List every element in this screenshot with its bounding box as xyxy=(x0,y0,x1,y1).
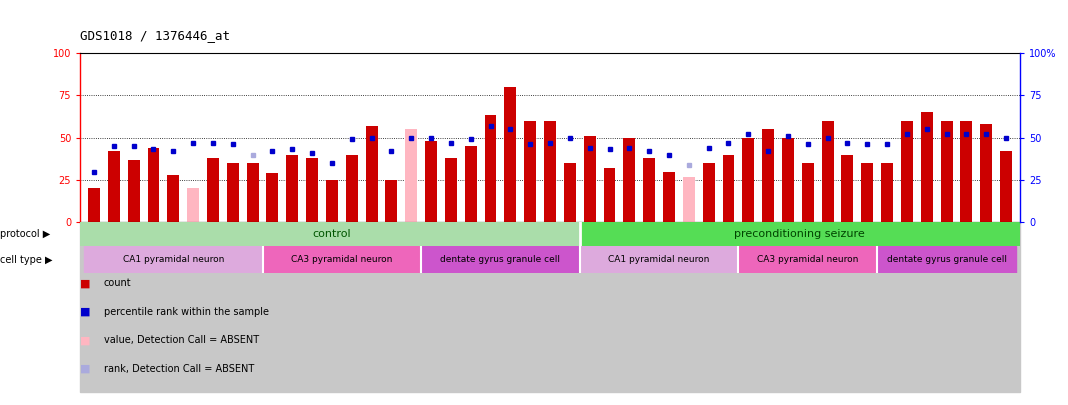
Bar xyxy=(80,222,1020,392)
Text: CA1 pyramidal neuron: CA1 pyramidal neuron xyxy=(123,255,224,264)
Bar xyxy=(286,155,298,222)
Bar xyxy=(504,87,516,222)
Bar xyxy=(267,173,279,222)
Text: percentile rank within the sample: percentile rank within the sample xyxy=(104,307,268,317)
Text: GDS1018 / 1376446_at: GDS1018 / 1376446_at xyxy=(80,30,230,43)
Bar xyxy=(524,121,536,222)
Text: protocol ▶: protocol ▶ xyxy=(0,229,50,239)
Text: dentate gyrus granule cell: dentate gyrus granule cell xyxy=(886,255,1006,264)
Bar xyxy=(207,158,219,222)
Text: ■: ■ xyxy=(80,335,91,345)
Bar xyxy=(881,163,893,222)
Bar xyxy=(88,188,100,222)
Bar xyxy=(445,158,457,222)
Text: value, Detection Call = ABSENT: value, Detection Call = ABSENT xyxy=(104,335,258,345)
Bar xyxy=(425,141,437,222)
Bar xyxy=(168,175,179,222)
Bar xyxy=(128,160,140,222)
Bar xyxy=(147,148,159,222)
Bar xyxy=(723,155,735,222)
Bar xyxy=(405,129,418,222)
Bar xyxy=(580,246,738,273)
Bar xyxy=(365,126,377,222)
Bar xyxy=(703,163,714,222)
Text: CA3 pyramidal neuron: CA3 pyramidal neuron xyxy=(292,255,393,264)
Bar xyxy=(544,121,556,222)
Bar xyxy=(742,138,754,222)
Bar xyxy=(782,138,794,222)
Text: ■: ■ xyxy=(80,279,91,288)
Bar xyxy=(307,158,318,222)
Bar xyxy=(921,112,932,222)
Bar xyxy=(603,168,615,222)
Bar xyxy=(763,129,774,222)
Bar xyxy=(941,121,953,222)
Text: ■: ■ xyxy=(80,364,91,373)
Text: dentate gyrus granule cell: dentate gyrus granule cell xyxy=(440,255,561,264)
Bar xyxy=(326,180,337,222)
Text: rank, Detection Call = ABSENT: rank, Detection Call = ABSENT xyxy=(104,364,254,373)
Text: control: control xyxy=(313,229,351,239)
Bar xyxy=(663,171,675,222)
Bar xyxy=(346,155,358,222)
Bar xyxy=(802,163,814,222)
Bar xyxy=(84,246,263,273)
Bar xyxy=(682,177,695,222)
Bar xyxy=(842,155,853,222)
Bar xyxy=(187,188,199,222)
Text: cell type ▶: cell type ▶ xyxy=(0,255,52,265)
Bar xyxy=(960,121,972,222)
Bar xyxy=(821,121,833,222)
Bar xyxy=(624,138,635,222)
Text: count: count xyxy=(104,279,131,288)
Bar xyxy=(247,163,258,222)
Bar xyxy=(584,136,596,222)
Bar xyxy=(226,163,239,222)
Text: ■: ■ xyxy=(80,307,91,317)
Bar xyxy=(1000,151,1012,222)
Text: CA1 pyramidal neuron: CA1 pyramidal neuron xyxy=(609,255,710,264)
Text: CA3 pyramidal neuron: CA3 pyramidal neuron xyxy=(757,255,859,264)
Text: preconditioning seizure: preconditioning seizure xyxy=(735,229,865,239)
Bar xyxy=(485,115,497,222)
Bar xyxy=(263,246,421,273)
Bar xyxy=(108,151,120,222)
Bar xyxy=(580,222,1020,246)
Bar xyxy=(877,246,1016,273)
Bar xyxy=(564,163,576,222)
Bar xyxy=(901,121,913,222)
Bar xyxy=(386,180,397,222)
Bar xyxy=(421,246,580,273)
Bar xyxy=(80,222,580,246)
Bar xyxy=(980,124,992,222)
Bar xyxy=(738,246,877,273)
Bar xyxy=(643,158,655,222)
Bar xyxy=(465,146,476,222)
Bar xyxy=(861,163,874,222)
